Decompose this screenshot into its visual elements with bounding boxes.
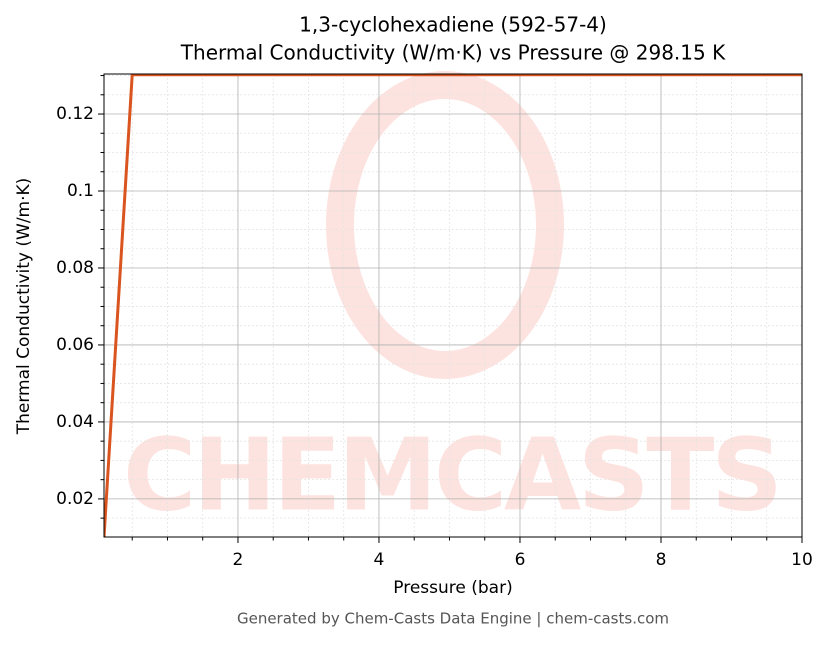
watermark-logo bbox=[326, 71, 564, 379]
footer: Generated by Chem-Casts Data Engine | ch… bbox=[237, 610, 669, 628]
y-axis-label: Thermal Conductivity (W/m·K) bbox=[14, 178, 34, 436]
x-tick-label: 6 bbox=[515, 550, 526, 570]
data-line bbox=[104, 74, 802, 537]
chart-title: 1,3-cyclohexadiene (592-57-4) bbox=[299, 13, 607, 37]
plot-frame bbox=[103, 73, 803, 538]
y-tick-label: 0.08 bbox=[56, 258, 94, 278]
watermark: CHEMCASTS bbox=[123, 416, 783, 533]
x-tick-label: 10 bbox=[791, 550, 813, 570]
watermark-group: CHEMCASTS bbox=[123, 71, 783, 533]
y-tick-label: 0.04 bbox=[56, 412, 94, 432]
y-tick-label: 0.1 bbox=[67, 181, 94, 201]
x-axis-label: Pressure (bar) bbox=[393, 578, 512, 598]
x-tick-label: 2 bbox=[233, 550, 244, 570]
y-tick-label: 0.02 bbox=[56, 489, 94, 509]
x-tick-label: 8 bbox=[656, 550, 667, 570]
y-tick-label: 0.12 bbox=[56, 104, 94, 124]
y-tick-label: 0.06 bbox=[56, 335, 94, 355]
x-tick-label: 4 bbox=[374, 550, 385, 570]
chart-subtitle: Thermal Conductivity (W/m·K) vs Pressure… bbox=[180, 41, 726, 65]
